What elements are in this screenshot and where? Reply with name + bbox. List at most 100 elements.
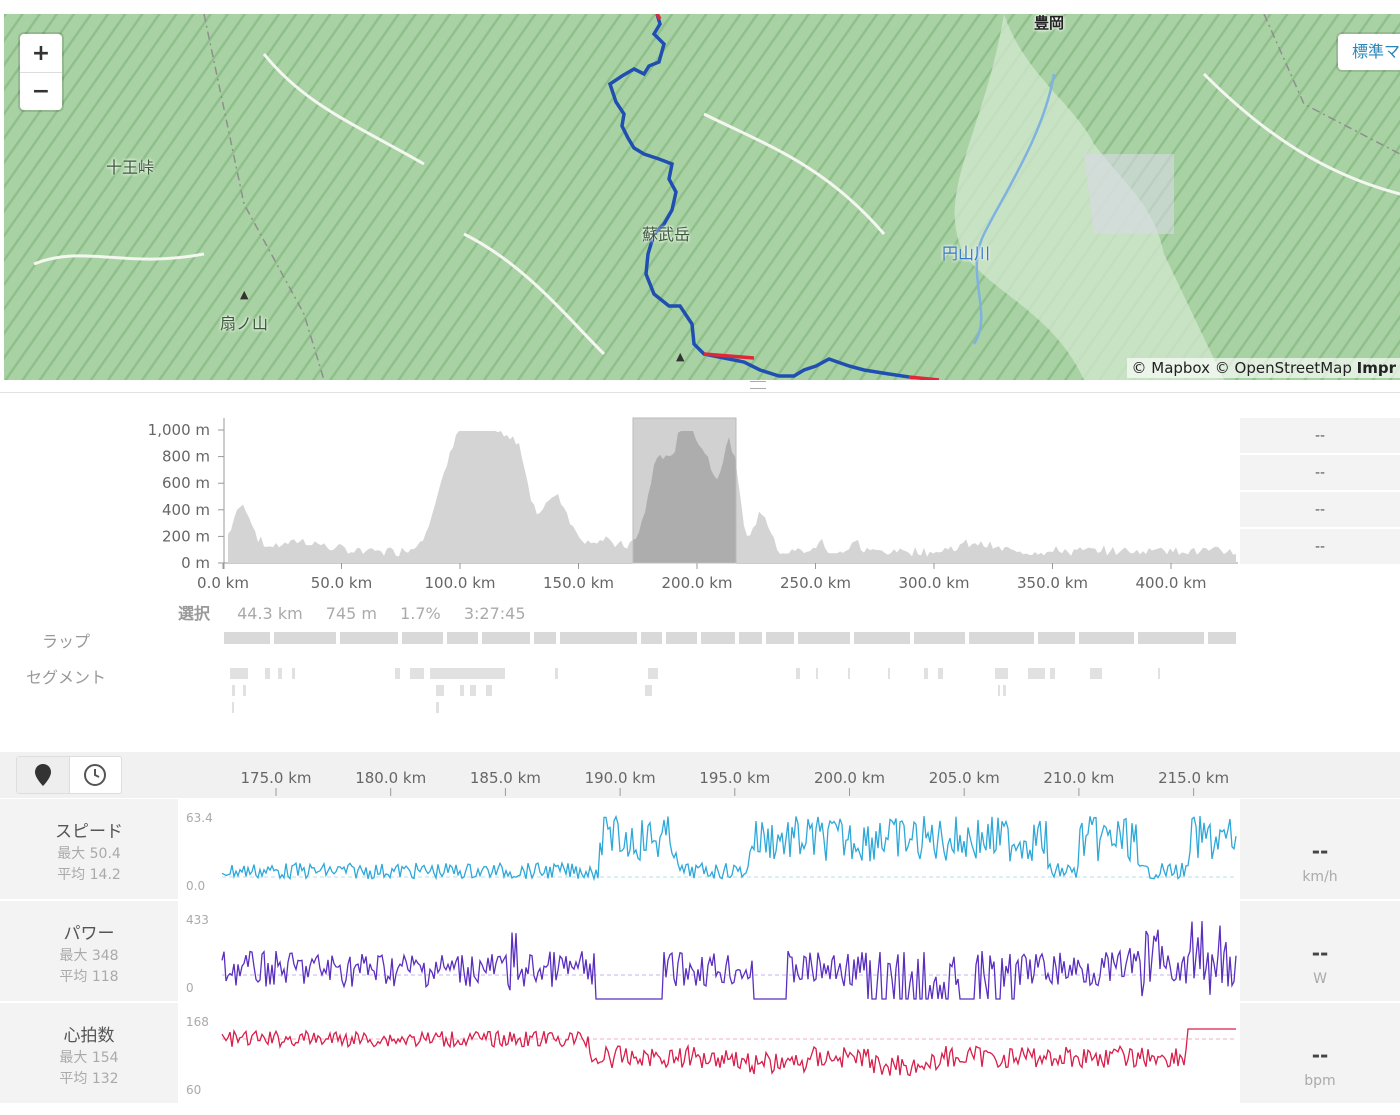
power-current: --	[1311, 941, 1329, 965]
map-style-button[interactable]: 標準マ	[1338, 34, 1400, 70]
segments-label: セグメント	[26, 668, 107, 687]
segment-bar	[230, 668, 248, 679]
segment-bar	[998, 685, 1000, 696]
segment-bar	[924, 668, 928, 679]
segment-bar	[265, 668, 270, 679]
map-label-ougi-mountain: 扇ノ山	[220, 314, 269, 333]
selection-grade: 1.7%	[400, 604, 441, 623]
x-tick-label: 200.0 km	[661, 574, 732, 592]
km-tick-label: 215.0 km	[1158, 769, 1229, 787]
segment-bar	[1003, 685, 1006, 696]
map-attribution: © Mapbox © OpenStreetMap Impr	[1127, 358, 1400, 378]
heartrate-plot[interactable]: 168 60	[178, 1003, 1238, 1103]
lap-bar	[766, 632, 794, 644]
lap-bar	[1208, 632, 1236, 644]
segment-bar	[645, 685, 652, 696]
peak-icon: ▲	[676, 350, 685, 363]
heartrate-label-cell: 心拍数 最大 154 平均 132	[0, 1003, 178, 1103]
speed-unit: km/h	[1302, 869, 1338, 885]
heartrate-unit: bpm	[1304, 1073, 1336, 1089]
y-tick-label: 800 m	[162, 448, 210, 466]
x-axis-toggle	[16, 756, 122, 794]
streams-x-axis: 175.0 km 180.0 km 185.0 km 190.0 km 195.0 km…	[240, 769, 1229, 796]
attribution-text[interactable]: © Mapbox © OpenStreetMap	[1131, 359, 1352, 377]
x-tick-label: 250.0 km	[780, 574, 851, 592]
zoom-control: + −	[20, 34, 62, 110]
segment-bar	[278, 668, 282, 679]
hr-path	[221, 1028, 1236, 1077]
zoom-out-button[interactable]: −	[20, 72, 62, 110]
power-max: 最大 348	[59, 948, 119, 964]
speed-stream: スピード 最大 50.4 平均 14.2 63.4 0.0 -- km/h	[0, 798, 1400, 900]
lap-bar	[534, 632, 556, 644]
segment-bar	[796, 668, 800, 679]
lap-bar	[739, 632, 762, 644]
speed-max: 最大 50.4	[57, 846, 121, 862]
power-value-cell: -- W	[1240, 901, 1400, 1001]
segment-bar	[848, 668, 850, 679]
power-axis-min: 0	[186, 981, 194, 995]
map-label-maruyama-river: 円山川	[942, 244, 991, 263]
segment-bar	[460, 685, 464, 696]
heartrate-axis-max: 168	[186, 1015, 209, 1029]
location-pin-icon	[34, 764, 51, 786]
distance-toggle[interactable]	[17, 757, 69, 793]
x-tick-label: 100.0 km	[424, 574, 495, 592]
streams-header: 175.0 km 180.0 km 185.0 km 190.0 km 195.0 km…	[0, 752, 1400, 798]
time-toggle[interactable]	[68, 757, 121, 793]
x-tick-label: 0.0 km	[197, 574, 249, 592]
y-tick-label: 1,000 m	[148, 421, 210, 439]
power-label-cell: パワー 最大 348 平均 118	[0, 901, 178, 1001]
heartrate-value-cell: -- bpm	[1240, 1003, 1400, 1103]
speed-label-cell: スピード 最大 50.4 平均 14.2	[0, 799, 178, 899]
side-value: --	[1240, 455, 1400, 491]
km-tick-label: 210.0 km	[1043, 769, 1114, 787]
zoom-in-button[interactable]: +	[20, 34, 62, 72]
segment-bar	[232, 702, 234, 713]
elevation-panel: 1,000 m 800 m 600 m 400 m 200 m 0 m 0.0 km 50.0…	[0, 400, 1400, 750]
heartrate-axis-min: 60	[186, 1083, 202, 1097]
lap-bar	[666, 632, 697, 644]
segment-bar	[938, 668, 943, 679]
map-resize-handle[interactable]	[750, 381, 766, 389]
speed-axis-max: 63.4	[186, 811, 213, 825]
power-unit: W	[1313, 971, 1327, 987]
segment-bar	[1050, 668, 1055, 679]
selection-title: 選択	[178, 604, 211, 623]
heartrate-stream: 心拍数 最大 154 平均 132 168 60 -- bpm	[0, 1002, 1400, 1104]
selection-summary: 選択 44.3 km 745 m 1.7% 3:27:45	[178, 600, 544, 624]
map-label-sobu-mountain: 蘇武岳	[642, 225, 691, 244]
lap-bar	[1138, 632, 1204, 644]
improve-map-link[interactable]: Impr	[1356, 359, 1396, 377]
lap-bar	[914, 632, 965, 644]
side-value: --	[1240, 529, 1400, 565]
y-tick-label: 400 m	[162, 501, 210, 519]
lap-bar	[274, 632, 336, 644]
power-line	[221, 921, 1237, 1000]
segment-bar	[1090, 668, 1102, 679]
side-value: --	[1240, 418, 1400, 454]
segment-bar	[1158, 668, 1160, 679]
speed-plot[interactable]: 63.4 0.0	[178, 799, 1238, 899]
laps-label: ラップ	[42, 632, 91, 651]
segment-bar	[436, 702, 439, 713]
elevation-chart[interactable]: 1,000 m 800 m 600 m 400 m 200 m 0 m 0.0 km 50.0…	[0, 400, 1400, 750]
speed-value-cell: -- km/h	[1240, 799, 1400, 899]
segment-bar	[436, 685, 444, 696]
y-tick-label: 200 m	[162, 527, 210, 545]
x-tick-label: 300.0 km	[898, 574, 969, 592]
lap-bar	[641, 632, 662, 644]
lap-bar	[340, 632, 398, 644]
lap-bar	[560, 632, 637, 644]
map-label-toyooka: 豊岡	[1034, 14, 1065, 32]
lap-bar	[447, 632, 478, 644]
segment-bar	[395, 668, 400, 679]
route-map[interactable]: + − 標準マ 十王峠 ▲ 扇ノ山 蘇武岳 円山川 豊岡 ▲ © Mapbox …	[4, 14, 1400, 380]
power-plot[interactable]: 433 0	[178, 901, 1238, 1001]
segment-bar	[430, 668, 505, 679]
lap-bar	[1038, 632, 1075, 644]
power-axis-max: 433	[186, 913, 209, 927]
km-tick-label: 180.0 km	[355, 769, 426, 787]
heartrate-current: --	[1311, 1043, 1329, 1067]
km-tick-label: 175.0 km	[240, 769, 311, 787]
